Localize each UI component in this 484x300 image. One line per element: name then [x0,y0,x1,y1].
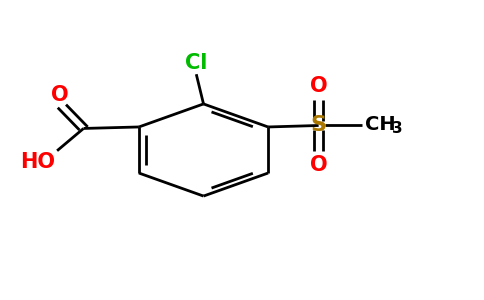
Text: O: O [51,85,68,105]
Text: HO: HO [20,152,55,172]
Text: Cl: Cl [185,53,208,73]
Text: O: O [310,155,328,175]
Text: 3: 3 [392,121,403,136]
Text: CH: CH [365,116,396,134]
Text: O: O [310,76,328,96]
Text: S: S [311,116,327,136]
